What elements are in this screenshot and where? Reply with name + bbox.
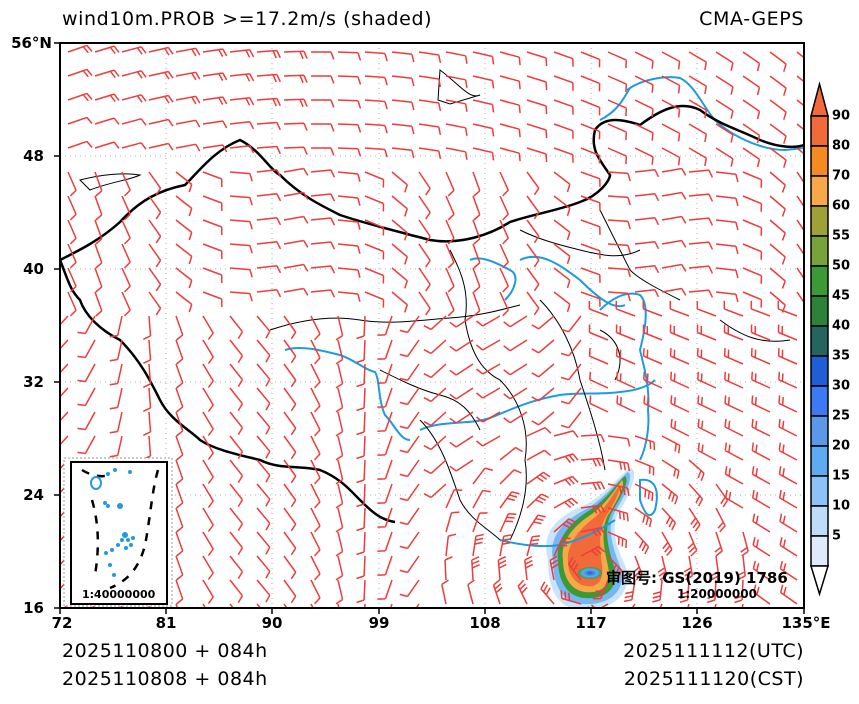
init-time-utc: 2025110800 + 084h <box>62 640 268 662</box>
map-scale-label: 1:20000000 <box>677 587 757 601</box>
model-name: CMA-GEPS <box>699 8 804 30</box>
x-tick-90: 90 <box>261 614 283 632</box>
y-tick-40: 40 <box>23 260 44 278</box>
colorbar-label: 25 <box>832 408 851 424</box>
colorbar-segment <box>810 385 829 417</box>
colorbar-label: 80 <box>832 138 851 154</box>
map-approval-number: 审图号: GS(2019) 1786 <box>606 569 788 587</box>
colorbar-segment <box>810 415 829 447</box>
colorbar-label: 30 <box>832 378 851 394</box>
plot-frame <box>59 42 805 609</box>
colorbar-label: 45 <box>832 288 851 304</box>
colorbar-segment <box>810 235 829 267</box>
colorbar-over-arrow <box>810 81 829 117</box>
inset-map <box>63 457 173 607</box>
init-time-cst: 2025110808 + 084h <box>62 668 268 690</box>
colorbar-label: 35 <box>832 348 851 364</box>
colorbar-segment <box>810 295 829 327</box>
x-tick-81: 81 <box>155 614 177 632</box>
colorbar-label: 40 <box>832 318 851 334</box>
colorbar-segment <box>810 175 829 207</box>
x-tick-99: 99 <box>368 614 390 632</box>
colorbar-label: 60 <box>832 198 851 214</box>
colorbar-segment <box>810 205 829 237</box>
y-tick-56: 56°N <box>11 34 52 52</box>
x-tick-108: 108 <box>469 614 501 632</box>
colorbar-segment <box>810 145 829 177</box>
colorbar-segment <box>810 265 829 297</box>
plot-area <box>60 43 804 608</box>
y-tick-24: 24 <box>23 486 44 504</box>
y-tick-32: 32 <box>23 373 44 391</box>
colorbar-segment <box>810 475 829 507</box>
colorbar-segment <box>810 355 829 387</box>
colorbar-segment <box>810 115 829 147</box>
inset-scale-label: 1:40000000 <box>82 588 156 601</box>
colorbar-label: 70 <box>832 168 851 184</box>
x-tick-126: 126 <box>681 614 713 632</box>
x-tick-117: 117 <box>575 614 607 632</box>
valid-time-cst: 2025111120(CST) <box>623 668 804 690</box>
colorbar-label: 5 <box>832 528 842 544</box>
colorbar-label: 20 <box>832 438 851 454</box>
x-tick-72: 72 <box>51 614 73 632</box>
y-tick-48: 48 <box>23 147 44 165</box>
colorbar-under-arrow <box>809 565 830 597</box>
colorbar <box>809 81 830 597</box>
y-tick-16: 16 <box>23 599 44 617</box>
colorbar-segment <box>810 535 829 567</box>
wind-barbs <box>60 44 804 608</box>
x-tick-135: 135°E <box>781 614 831 632</box>
chart-title: wind10m.PROB >=17.2m/s (shaded) <box>62 8 433 30</box>
valid-time-utc: 2025111112(UTC) <box>623 640 804 662</box>
colorbar-label: 10 <box>832 498 851 514</box>
axis-ticks <box>54 42 805 614</box>
colorbar-segment <box>810 505 829 537</box>
colorbar-segment <box>810 325 829 357</box>
colorbar-label: 90 <box>832 108 851 124</box>
colorbar-label: 55 <box>832 228 851 244</box>
colorbar-label: 50 <box>832 258 851 274</box>
colorbar-label: 15 <box>832 468 851 484</box>
colorbar-segment <box>810 445 829 477</box>
